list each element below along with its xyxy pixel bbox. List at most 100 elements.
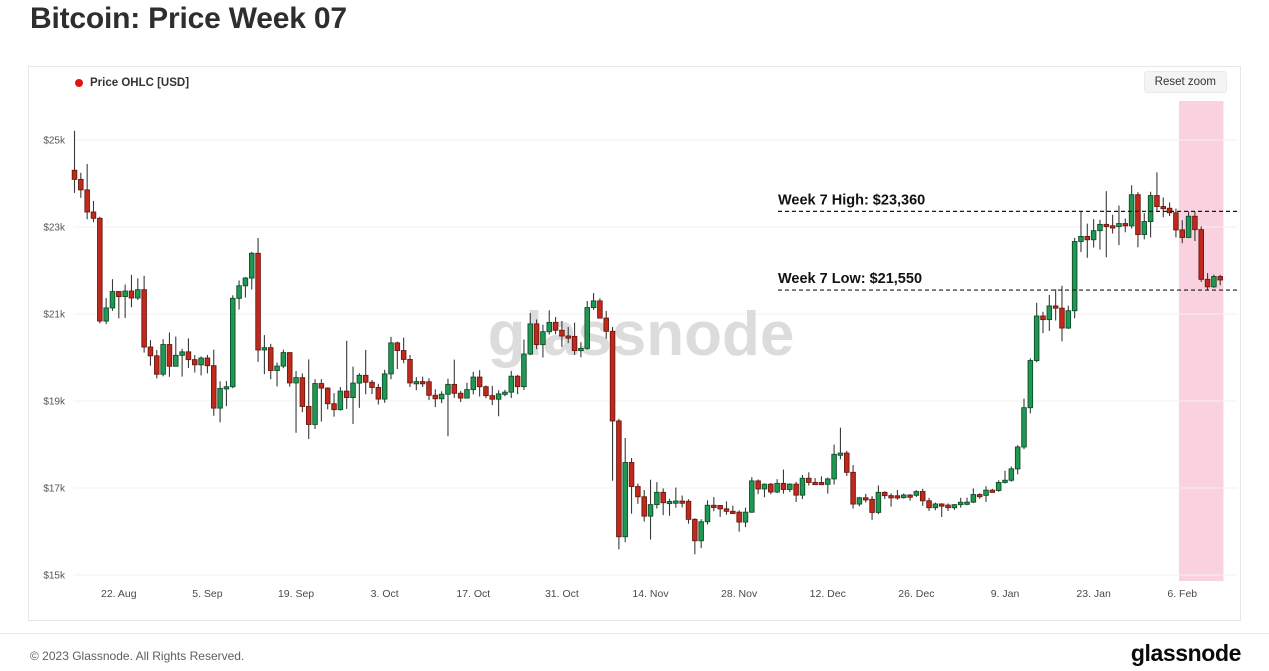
candle[interactable] <box>1021 398 1027 450</box>
candle[interactable] <box>400 337 407 364</box>
candle[interactable] <box>109 279 116 311</box>
candle[interactable] <box>248 251 255 290</box>
candle[interactable] <box>1065 305 1072 329</box>
candle[interactable] <box>995 480 1002 492</box>
candle[interactable] <box>552 317 559 335</box>
candle[interactable] <box>825 477 831 494</box>
candle[interactable] <box>1179 220 1185 244</box>
candle[interactable] <box>736 510 742 532</box>
candle[interactable] <box>236 280 242 310</box>
candle[interactable] <box>983 486 989 502</box>
candle[interactable] <box>483 385 489 399</box>
candle[interactable] <box>242 277 249 298</box>
candle[interactable] <box>451 359 458 398</box>
candle[interactable] <box>1116 205 1122 246</box>
candle[interactable] <box>198 356 204 376</box>
candle[interactable] <box>1211 274 1217 288</box>
candle[interactable] <box>362 349 369 395</box>
candle[interactable] <box>1204 273 1211 291</box>
candle[interactable] <box>1059 285 1065 342</box>
candle[interactable] <box>267 343 274 380</box>
candle[interactable] <box>432 389 439 408</box>
candle[interactable] <box>761 483 768 498</box>
candle[interactable] <box>945 503 951 512</box>
candle[interactable] <box>742 507 749 528</box>
candle[interactable] <box>160 339 166 377</box>
candle[interactable] <box>141 275 147 353</box>
candle[interactable] <box>419 376 426 388</box>
candle[interactable] <box>1122 218 1129 233</box>
candle[interactable] <box>122 284 128 318</box>
candle[interactable] <box>869 496 875 520</box>
candle[interactable] <box>881 491 888 500</box>
candle[interactable] <box>590 293 597 310</box>
candle[interactable] <box>514 374 521 395</box>
candle[interactable] <box>1128 185 1135 229</box>
candle[interactable] <box>438 391 445 404</box>
candle[interactable] <box>286 352 293 387</box>
candle[interactable] <box>78 172 84 198</box>
candle[interactable] <box>540 324 546 358</box>
candle[interactable] <box>679 495 685 508</box>
candle[interactable] <box>350 366 356 425</box>
candle[interactable] <box>603 310 609 339</box>
candle[interactable] <box>666 498 673 516</box>
candle[interactable] <box>704 500 711 525</box>
candle[interactable] <box>837 427 844 460</box>
candle[interactable] <box>1046 294 1053 331</box>
candle[interactable] <box>1071 237 1078 319</box>
candle[interactable] <box>192 354 198 373</box>
candle[interactable] <box>989 488 996 493</box>
candle[interactable] <box>1027 358 1034 414</box>
candle[interactable] <box>97 216 103 324</box>
candle[interactable] <box>229 295 236 389</box>
candle[interactable] <box>147 340 154 366</box>
candle[interactable] <box>584 300 590 350</box>
candle[interactable] <box>970 488 977 504</box>
candle[interactable] <box>856 496 863 507</box>
candle[interactable] <box>185 338 192 369</box>
reset-zoom-button[interactable]: Reset zoom <box>1143 71 1227 93</box>
candle[interactable] <box>204 354 211 374</box>
candle[interactable] <box>565 327 571 344</box>
candle[interactable] <box>597 298 603 319</box>
candle[interactable] <box>1002 470 1008 484</box>
candle[interactable] <box>381 369 388 403</box>
candle[interactable] <box>730 505 736 514</box>
candle[interactable] <box>1141 213 1148 240</box>
candle[interactable] <box>312 379 318 430</box>
candle[interactable] <box>1147 191 1154 238</box>
candle[interactable] <box>1033 302 1040 363</box>
candle[interactable] <box>445 378 451 437</box>
candle[interactable] <box>635 483 641 504</box>
candle[interactable] <box>698 519 704 549</box>
candle[interactable] <box>166 332 173 377</box>
candle[interactable] <box>976 493 983 499</box>
candle[interactable] <box>1078 211 1084 253</box>
candle[interactable] <box>116 291 122 319</box>
candle[interactable] <box>780 469 787 494</box>
candle[interactable] <box>559 321 565 347</box>
candle[interactable] <box>457 391 464 403</box>
legend-item-price-ohlc[interactable]: Price OHLC [USD] <box>75 77 189 89</box>
candle[interactable] <box>128 274 135 308</box>
candle[interactable] <box>1008 466 1015 482</box>
candle[interactable] <box>1014 445 1021 475</box>
candle[interactable] <box>932 502 939 511</box>
candle[interactable] <box>957 497 964 508</box>
candle[interactable] <box>527 312 534 356</box>
candle[interactable] <box>1217 274 1223 286</box>
candle[interactable] <box>951 504 958 510</box>
candle[interactable] <box>546 310 553 335</box>
candle[interactable] <box>337 387 344 411</box>
candle[interactable] <box>502 389 508 397</box>
candle[interactable] <box>831 444 837 485</box>
candle[interactable] <box>900 493 907 499</box>
candle[interactable] <box>1166 202 1173 216</box>
candle[interactable] <box>571 322 578 355</box>
candle[interactable] <box>1103 191 1110 258</box>
candle[interactable] <box>533 319 540 350</box>
candle[interactable] <box>521 339 527 391</box>
candle[interactable] <box>324 387 331 410</box>
candle[interactable] <box>660 488 666 516</box>
